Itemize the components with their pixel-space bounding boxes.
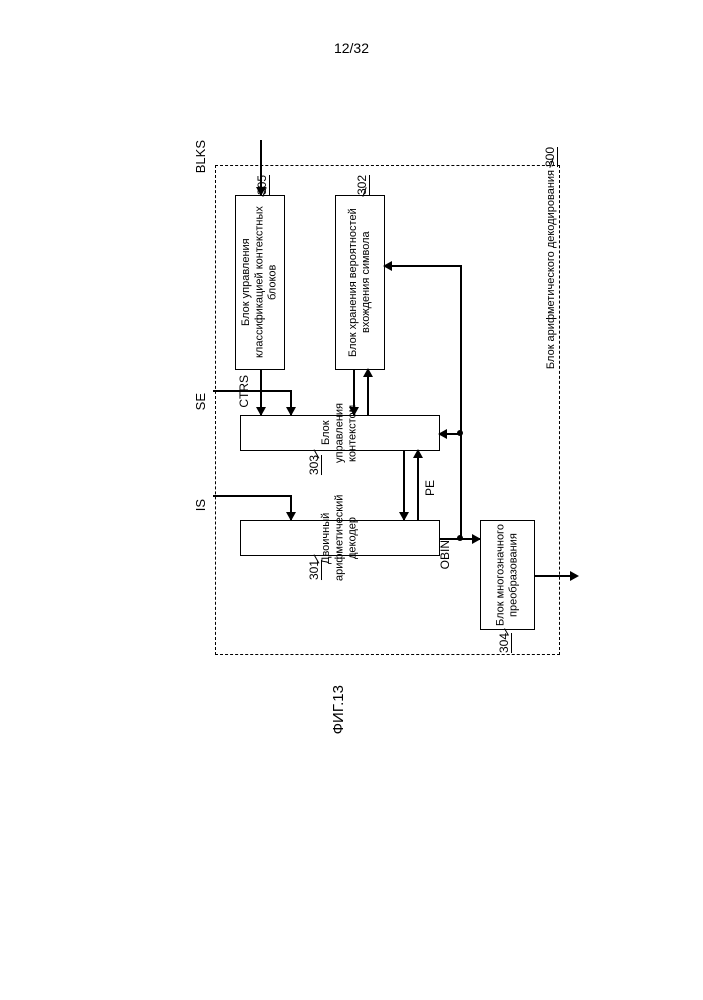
blks-arrow [256, 187, 266, 196]
block-301: Двоичный арифметический декодер [240, 520, 440, 556]
ctrs-label: CTRS [237, 375, 251, 408]
ref-304: 304 [497, 633, 511, 653]
pe-label: PE [423, 480, 437, 496]
is-label: IS [193, 499, 208, 511]
page-number: 12/32 [0, 40, 703, 56]
diagram-canvas: Блок арифметического декодирования 300 Б… [140, 140, 570, 740]
figure-label: ФИГ.13 [330, 685, 347, 734]
block-305: Блок управления классификацией контекстн… [235, 195, 285, 370]
se-label: SE [193, 393, 208, 410]
block-302: Блок хранения вероятностей вхождения сим… [335, 195, 385, 370]
blks-label: BLKS [193, 140, 208, 173]
block-304: Блок многозначного преобразования [480, 520, 535, 630]
ref-302: 302 [355, 175, 369, 195]
block-303: Блок управления контекстом [240, 415, 440, 451]
obin-label: OBIN [438, 540, 452, 569]
container-label: Блок арифметического декодирования [545, 170, 557, 369]
